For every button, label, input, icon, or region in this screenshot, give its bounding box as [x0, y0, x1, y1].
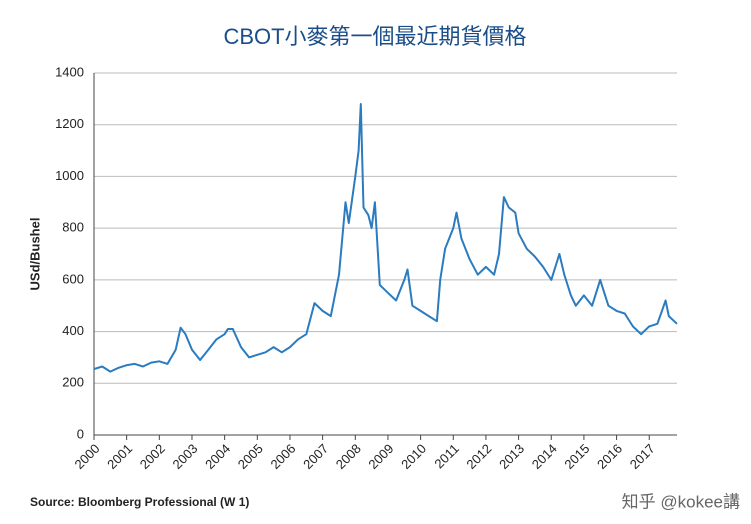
y-axis-label: USd/Bushel	[27, 218, 42, 291]
x-tick-label: 2010	[398, 441, 429, 472]
x-tick-label: 2012	[463, 441, 494, 472]
x-tick-label: 2016	[594, 441, 625, 472]
x-tick-label: 2015	[561, 441, 592, 472]
line-series	[93, 103, 678, 373]
chart-title: CBOT小麥第一個最近期貨價格	[223, 24, 526, 49]
y-tick-label: 600	[62, 271, 84, 286]
y-tick-label: 400	[62, 323, 84, 338]
x-tick-label: 2000	[71, 441, 102, 472]
x-tick-label: 2002	[137, 441, 168, 472]
x-tick-label: 2009	[365, 441, 396, 472]
x-tick-label: 2003	[169, 441, 200, 472]
source: Source: Bloomberg Professional (W 1)	[30, 495, 249, 509]
x-tick-label: 2007	[300, 441, 331, 472]
x-tick-label: 2004	[202, 441, 233, 472]
y-tick-label: 1400	[55, 64, 84, 79]
x-tick-label: 2013	[496, 441, 527, 472]
x-tick-label: 2001	[104, 441, 135, 472]
y-tick-label: 1000	[55, 168, 84, 183]
x-tick-label: 2005	[235, 441, 266, 472]
x-tick-label: 2006	[267, 441, 298, 472]
x-tick-label: 2011	[431, 441, 461, 471]
x-tick-label: 2008	[333, 441, 364, 472]
y-tick-label: 200	[62, 375, 84, 390]
y-tick-label: 800	[62, 220, 84, 235]
x-tick-label: 2017	[627, 441, 658, 472]
watermark: 知乎 @kokee講	[622, 492, 740, 511]
y-tick-label: 1200	[55, 116, 84, 131]
y-tick-label: 0	[77, 426, 84, 441]
x-tick-label: 2014	[529, 441, 560, 472]
